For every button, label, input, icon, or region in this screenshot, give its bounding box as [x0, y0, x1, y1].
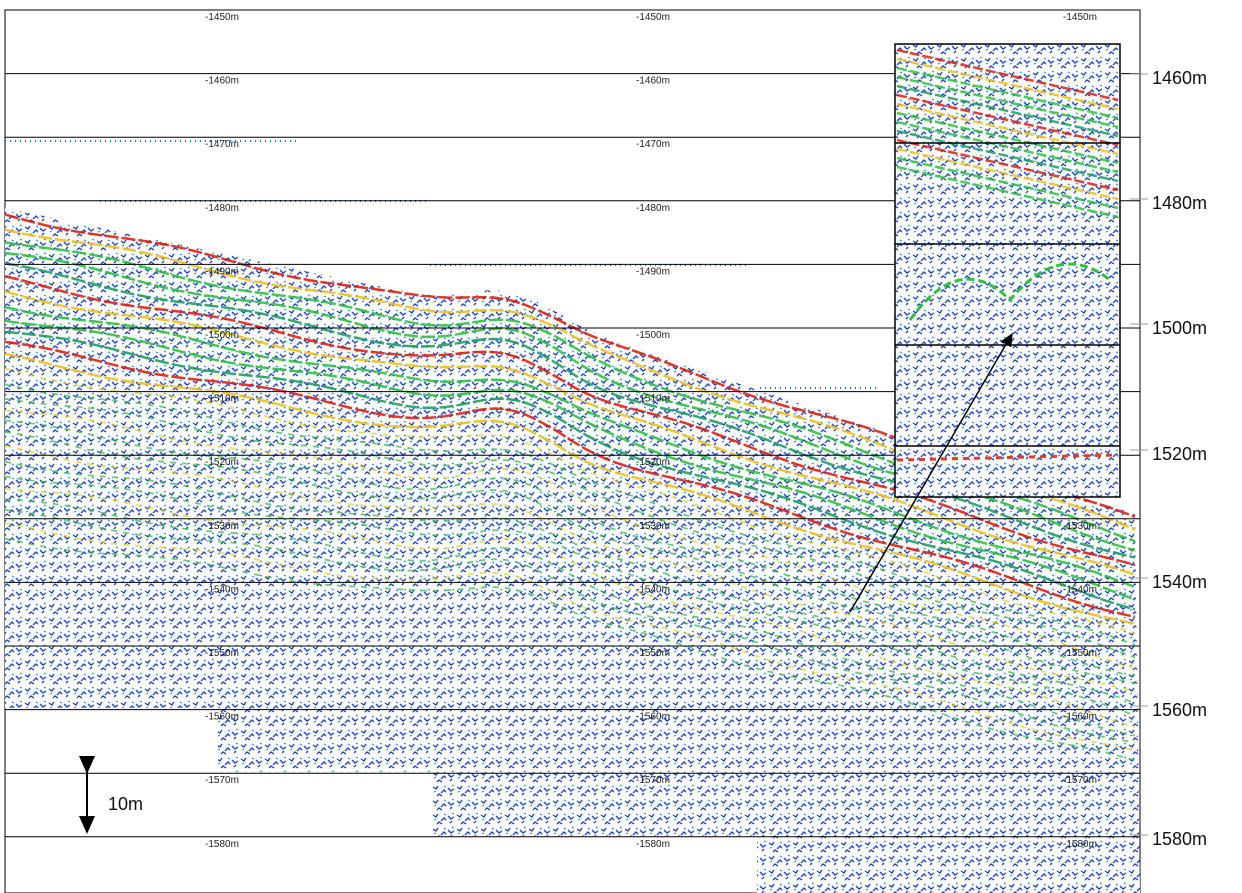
depth-label: -1540m — [636, 584, 670, 595]
inset-reflector — [896, 138, 1119, 192]
depth-label: -1570m — [205, 775, 239, 786]
depth-label: -1450m — [1063, 12, 1097, 23]
depth-label: -1530m — [1063, 521, 1097, 532]
depth-label: -1560m — [205, 712, 239, 723]
reflector — [4, 330, 1136, 611]
reflector — [4, 367, 1136, 634]
reflector — [4, 537, 1136, 762]
depth-label: -1580m — [205, 839, 239, 850]
depth-label: -1460m — [636, 76, 670, 87]
depth-label: -1540m — [1063, 584, 1097, 595]
depth-label: -1500m — [205, 330, 239, 341]
reflector — [4, 305, 1136, 589]
depth-label: -1530m — [205, 521, 239, 532]
inset-reflector — [896, 93, 1119, 147]
reflector — [4, 319, 1136, 601]
reflector — [4, 430, 1136, 685]
inset-reflector — [896, 120, 1119, 174]
side-label: 1560m — [1152, 700, 1207, 720]
reflector — [4, 352, 1136, 626]
depth-label: -1540m — [205, 584, 239, 595]
depth-label: -1470m — [636, 139, 670, 150]
side-label: 1500m — [1152, 318, 1207, 338]
side-label: 1580m — [1152, 829, 1207, 849]
pointer-arrow — [849, 332, 1013, 613]
depth-label: -1530m — [636, 521, 670, 532]
side-label: 1460m — [1152, 68, 1207, 88]
inset-reflector — [896, 66, 1119, 120]
depth-label: -1450m — [636, 12, 670, 23]
reflector — [4, 509, 1136, 744]
depth-label: -1520m — [636, 457, 670, 468]
reflector — [4, 409, 1136, 670]
inset-reflector — [896, 84, 1119, 138]
reflector — [4, 444, 1136, 693]
depth-label: -1510m — [636, 394, 670, 405]
depth-label: -1520m — [205, 457, 239, 468]
inset-reflector — [896, 57, 1119, 111]
side-label: 1480m — [1152, 193, 1207, 213]
side-label: 1540m — [1152, 572, 1207, 592]
reflector — [4, 498, 1136, 737]
depth-label: -1490m — [205, 266, 239, 277]
inset-feature — [908, 262, 1111, 321]
depth-label: -1550m — [636, 648, 670, 659]
scale-label: 10m — [108, 794, 143, 814]
depth-label: -1580m — [636, 839, 670, 850]
inset-reflector — [896, 147, 1119, 201]
depth-label: -1550m — [205, 648, 239, 659]
side-label: 1520m — [1152, 444, 1207, 464]
inset-reflector — [896, 102, 1119, 156]
depth-label: -1470m — [205, 139, 239, 150]
reflector — [4, 340, 1136, 619]
inset-reflector — [896, 111, 1119, 165]
inset-reflector — [896, 453, 1119, 462]
depth-label: -1510m — [205, 394, 239, 405]
inset — [894, 43, 1121, 498]
depth-label: -1480m — [205, 203, 239, 214]
reflector — [4, 274, 1136, 567]
depth-label: -1550m — [1063, 648, 1097, 659]
depth-label: -1450m — [205, 12, 239, 23]
inset-reflector — [896, 156, 1119, 210]
depth-label: -1500m — [636, 330, 670, 341]
depth-label: -1560m — [1063, 712, 1097, 723]
depth-label: -1570m — [1063, 775, 1097, 786]
sediment — [5, 208, 1140, 893]
depth-label: -1480m — [636, 203, 670, 214]
inset-reflector — [896, 48, 1119, 102]
reflector — [4, 419, 1136, 678]
depth-label: -1570m — [636, 775, 670, 786]
depth-label: -1460m — [205, 76, 239, 87]
depth-label: -1580m — [1063, 839, 1097, 850]
inset-reflector — [896, 75, 1119, 129]
inset-reflector — [896, 129, 1119, 183]
inset-reflector — [896, 165, 1119, 219]
depth-label: -1560m — [636, 712, 670, 723]
depth-label: -1490m — [636, 266, 670, 277]
